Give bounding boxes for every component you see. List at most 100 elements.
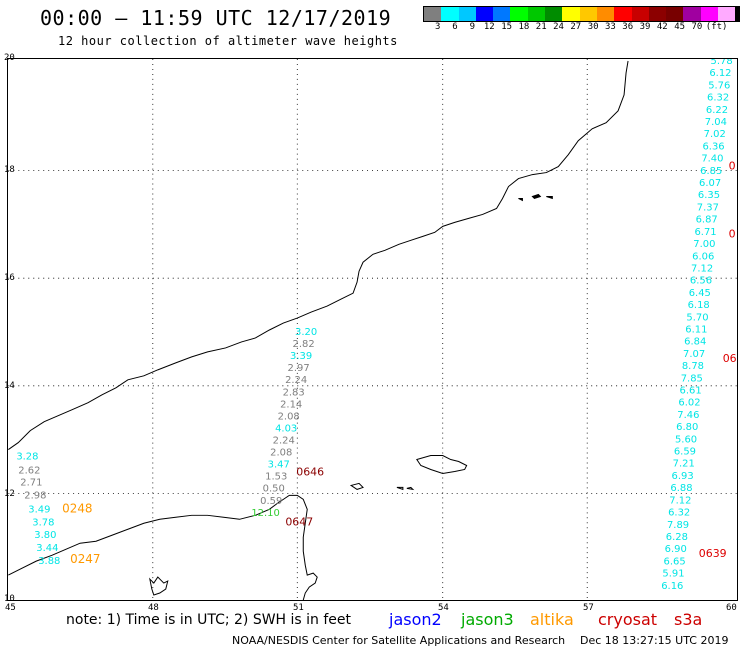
swh-value-label: 2.24 <box>285 375 307 386</box>
legend-label: 27 <box>570 22 582 32</box>
footer-credit: NOAA/NESDIS Center for Satellite Applica… <box>232 634 566 647</box>
swh-value-label: 3.80 <box>34 530 56 541</box>
coastline-yemen-detail <box>149 576 169 596</box>
legend-label: 18 <box>518 22 530 32</box>
lat-tick-18: 18 <box>4 165 15 175</box>
swh-value-label: 7.46 <box>677 410 699 421</box>
swh-value-label: 6.18 <box>688 300 710 311</box>
coastline-africa <box>8 494 318 600</box>
swh-value-label: 2.97 <box>288 363 310 374</box>
legend-swatch <box>683 7 701 21</box>
swh-value-label: 6.84 <box>684 337 706 348</box>
legend-label: 24 <box>553 22 564 32</box>
pass-time-label: 0 <box>729 160 736 173</box>
swh-value-label: 5.70 <box>686 312 708 323</box>
swh-value-label: 3.78 <box>32 517 54 528</box>
legend-swatch <box>596 7 615 21</box>
swh-value-label: 5.91 <box>662 569 684 580</box>
legend-swatch <box>718 7 736 21</box>
swh-value-label: 6.36 <box>702 141 724 152</box>
footer-generated-date: Dec 18 13:27:15 UTC 2019 <box>580 634 729 647</box>
swh-value-label: 7.04 <box>705 117 727 128</box>
swh-value-label: 6.06 <box>692 251 714 262</box>
swh-value-label: 6.07 <box>699 178 721 189</box>
pass-time-label: 0646 <box>296 465 324 478</box>
legend-label: 45 <box>674 22 686 32</box>
swh-value-label: 2.71 <box>20 477 42 488</box>
swh-value-label: 6.59 <box>674 447 696 458</box>
pass-time-label: 0639 <box>699 547 727 560</box>
lat-tick-14: 14 <box>4 381 15 391</box>
color-scale-legend <box>423 6 740 22</box>
legend-label: 39 <box>639 22 651 32</box>
swh-value-label: 7.02 <box>704 129 726 140</box>
legend-swatch <box>458 7 476 21</box>
swh-value-label: 6.16 <box>661 581 683 592</box>
island-socotra <box>416 455 468 474</box>
swh-value-label: 3.47 <box>268 460 290 471</box>
legend-swatch <box>475 7 494 21</box>
swh-value-label: 1.53 <box>265 472 287 483</box>
wave-height-map: 3.202.823.392.972.242.832.142.084.032.24… <box>7 58 738 601</box>
footer-note: note: 1) Time is in UTC; 2) SWH is in fe… <box>66 612 352 628</box>
swh-value-label: 2.08 <box>278 411 300 422</box>
swh-value-label: 6.11 <box>685 324 707 335</box>
swh-value-label: 7.12 <box>691 263 713 274</box>
legend-label: 30 <box>587 22 599 32</box>
swh-value-label: 7.00 <box>693 239 715 250</box>
legend-swatch <box>545 7 563 21</box>
legend-label: 6 <box>452 22 458 32</box>
coastline-arabia <box>8 60 629 450</box>
swh-value-label: 2.83 <box>283 387 305 398</box>
lat-tick-20: 20 <box>4 53 15 63</box>
swh-value-label: 6.35 <box>698 190 720 201</box>
legend-swatch <box>441 7 459 21</box>
pass-time-label: 0 <box>729 227 736 240</box>
swh-value-label: 0.50 <box>263 484 285 495</box>
swh-value-label: 2.62 <box>18 465 40 476</box>
legend-swatch <box>579 7 597 21</box>
swh-value-label: 6.12 <box>709 68 731 79</box>
swh-value-label: 6.65 <box>664 556 686 567</box>
swh-value-label: 3.44 <box>36 543 58 554</box>
swh-value-label: 6.32 <box>707 93 729 104</box>
swh-value-label: 7.37 <box>697 202 719 213</box>
lat-tick-12: 12 <box>4 489 15 499</box>
lat-tick-10: 10 <box>4 594 15 604</box>
swh-value-label: 7.40 <box>701 154 723 165</box>
swh-value-label: 7.07 <box>683 349 705 360</box>
legend-swatch <box>424 7 442 21</box>
legend-swatch <box>735 7 740 21</box>
swh-value-label: 3.39 <box>290 351 312 362</box>
lat-tick-16: 16 <box>4 273 15 283</box>
lon-tick-51: 51 <box>293 603 304 613</box>
swh-value-label: 3.20 <box>295 327 317 338</box>
lon-tick-57: 57 <box>583 603 594 613</box>
swh-value-label: 0.59 <box>260 496 282 507</box>
legend-swatch <box>493 7 511 21</box>
swh-value-label: 5.78 <box>710 58 732 67</box>
swh-value-label: 8.78 <box>682 361 704 372</box>
swh-value-label: 6.56 <box>690 276 712 287</box>
swh-value-label: 6.61 <box>680 386 702 397</box>
island-small <box>406 486 415 491</box>
swh-value-label: 3.28 <box>16 452 38 463</box>
legend-swatch <box>527 7 546 21</box>
swh-value-label: 5.60 <box>675 434 697 445</box>
legend-s3a: s3a <box>674 610 703 629</box>
legend-swatch <box>562 7 580 21</box>
legend-jason3: jason3 <box>461 610 514 629</box>
pass-time-label: 0248 <box>62 501 92 515</box>
swh-value-label: 2.24 <box>273 435 295 446</box>
legend-swatch <box>510 7 528 21</box>
legend-label: 15 <box>501 22 513 32</box>
legend-label: 21 <box>535 22 547 32</box>
legend-cryosat: cryosat <box>598 610 658 629</box>
swh-value-label: 6.80 <box>676 422 698 433</box>
swh-value-label: 2.14 <box>280 399 302 410</box>
map-subtitle: 12 hour collection of altimeter wave hei… <box>58 34 398 48</box>
legend-jason2: jason2 <box>389 610 442 629</box>
swh-value-label: 7.89 <box>667 520 689 531</box>
swh-value-label: 6.85 <box>700 166 722 177</box>
swh-value-label: 6.71 <box>694 227 716 238</box>
